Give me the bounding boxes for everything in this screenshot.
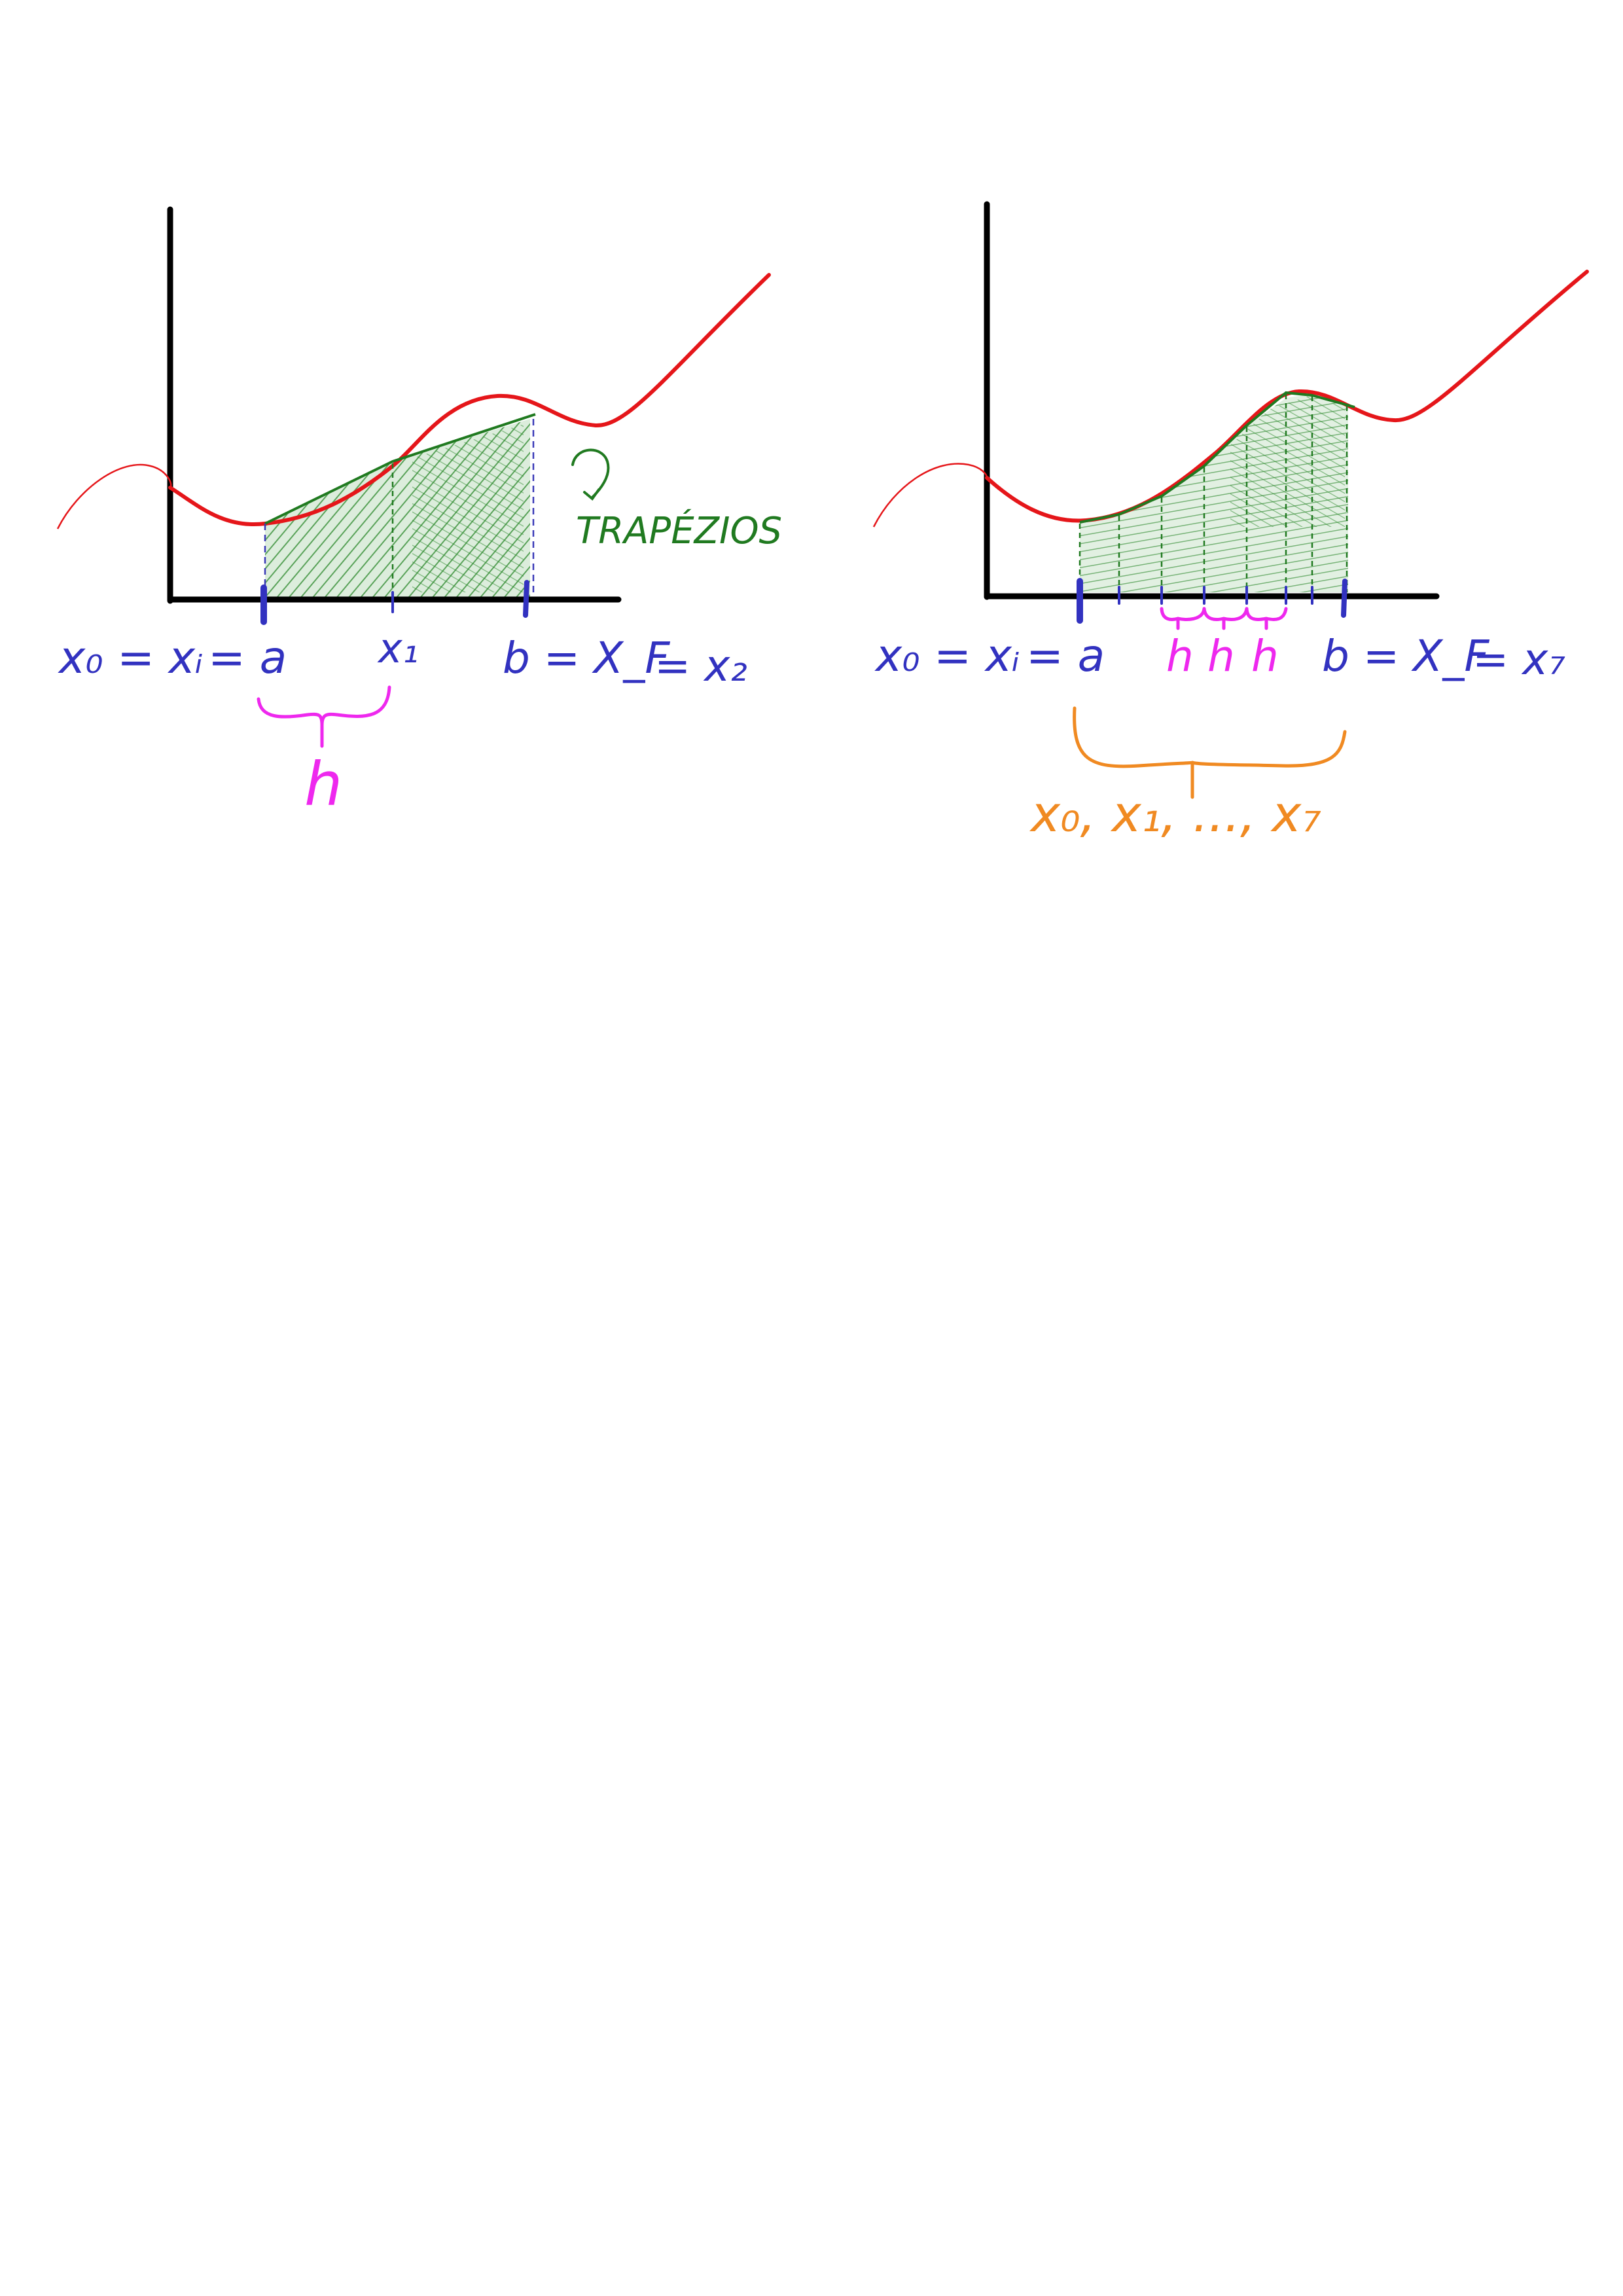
- curved-arrow-icon: [571, 448, 610, 501]
- right-diagram: x₀ = xᵢ = a h h h b = X_F = x₇ x₀, x₁, .…: [872, 201, 1589, 843]
- label-b-eq-xf: b = X_F: [503, 633, 670, 683]
- label-h-3: h: [1251, 631, 1279, 681]
- h-brace-1: [1160, 607, 1206, 630]
- tick-b: [1341, 579, 1347, 618]
- label-eq-a: = a: [1026, 630, 1105, 682]
- trapezoid-area-1: [265, 461, 393, 599]
- label-x0-eq-xi: x₀ = xᵢ: [58, 632, 203, 684]
- trapezoid-area-2-dense: [412, 424, 524, 592]
- label-b-eq-xf: b = X_F: [1322, 631, 1489, 681]
- tick-b: [523, 580, 529, 618]
- function-curve: [985, 270, 1589, 523]
- label-trapezios: TRAPÉZIOS: [576, 510, 782, 552]
- h-brace-2: [1202, 607, 1249, 630]
- label-h: h: [304, 749, 342, 819]
- h-brace: [257, 685, 391, 748]
- label-h-1: h: [1166, 631, 1194, 681]
- h-brace-3: [1245, 607, 1288, 630]
- label-x1: x₁: [377, 624, 419, 672]
- trapezoid-top-line: [264, 413, 536, 525]
- label-eq-a: = a: [208, 632, 287, 684]
- points-brace: [1073, 706, 1347, 799]
- label-eq-x7: = x₇: [1472, 634, 1565, 685]
- label-h-2: h: [1207, 631, 1235, 681]
- label-x0-eq-xi: x₀ = xᵢ: [874, 630, 1020, 682]
- left-diagram: x₀ = xᵢ = a x₁ b = X_F = x₂ h TRAPÉZIOS: [56, 206, 782, 819]
- curve-left-tail: [872, 463, 988, 528]
- label-points: x₀, x₁, ..., x₇: [1029, 785, 1321, 843]
- trapezoid-strips-dense: [1230, 396, 1345, 527]
- label-eq-x2: = x₂: [654, 641, 747, 691]
- trapezoid-top-line: [1079, 391, 1355, 524]
- curve-left-tail: [56, 463, 172, 529]
